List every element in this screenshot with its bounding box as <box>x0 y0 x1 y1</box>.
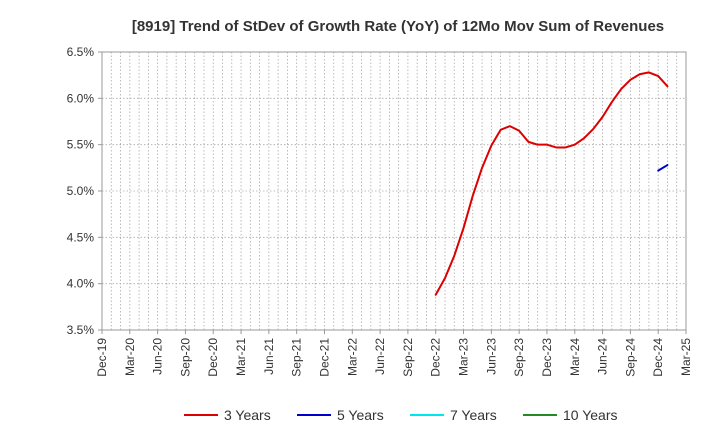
grid <box>102 52 686 330</box>
x-tick-label: Jun-24 <box>596 338 610 375</box>
legend: 3 Years 5 Years 7 Years 10 Years <box>184 407 618 423</box>
x-tick-label: Mar-25 <box>679 338 693 376</box>
y-tick-label: 4.0% <box>67 277 95 291</box>
y-axis: 3.5% 4.0% 4.5% 5.0% 5.5% 6.0% 6.5% <box>67 45 102 337</box>
x-tick-label: Sep-21 <box>290 338 304 377</box>
x-tick-label: Dec-20 <box>206 338 220 377</box>
y-tick-label: 4.5% <box>67 230 95 244</box>
legend-label-3-years: 3 Years <box>224 407 271 423</box>
x-tick-label: Dec-22 <box>429 338 443 377</box>
x-tick-label: Sep-24 <box>623 338 637 377</box>
y-tick-label: 6.0% <box>67 91 95 105</box>
series-line-5-years <box>657 164 669 172</box>
series-lines <box>434 71 669 296</box>
x-tick-label: Jun-22 <box>373 338 387 375</box>
x-tick-label: Dec-21 <box>317 338 331 377</box>
x-tick-label: Mar-22 <box>345 338 359 376</box>
x-tick-label: Mar-23 <box>457 338 471 376</box>
legend-label-5-years: 5 Years <box>337 407 384 423</box>
x-tick-label: Dec-23 <box>540 338 554 377</box>
x-tick-label: Dec-24 <box>651 338 665 377</box>
x-tick-label: Mar-24 <box>568 338 582 376</box>
legend-label-10-years: 10 Years <box>563 407 618 423</box>
series-line-3-years <box>434 71 669 296</box>
x-tick-label: Mar-20 <box>123 338 137 376</box>
x-tick-label: Jun-20 <box>151 338 165 375</box>
x-tick-label: Sep-22 <box>401 338 415 377</box>
y-tick-label: 5.5% <box>67 138 95 152</box>
x-axis: Dec-19 Mar-20 Jun-20 Sep-20 Dec-20 Mar-21 Jun-… <box>95 330 693 377</box>
y-tick-label: 5.0% <box>67 184 95 198</box>
y-tick-label: 3.5% <box>67 323 95 337</box>
x-tick-label: Dec-19 <box>95 338 109 377</box>
x-tick-label: Sep-20 <box>178 338 192 377</box>
x-tick-label: Sep-23 <box>512 338 526 377</box>
chart-title: [8919] Trend of StDev of Growth Rate (Yo… <box>132 18 664 35</box>
y-tick-label: 6.5% <box>67 45 95 59</box>
x-tick-label: Mar-21 <box>234 338 248 376</box>
x-tick-label: Jun-21 <box>262 338 276 375</box>
x-tick-label: Jun-23 <box>484 338 498 375</box>
legend-label-7-years: 7 Years <box>450 407 497 423</box>
